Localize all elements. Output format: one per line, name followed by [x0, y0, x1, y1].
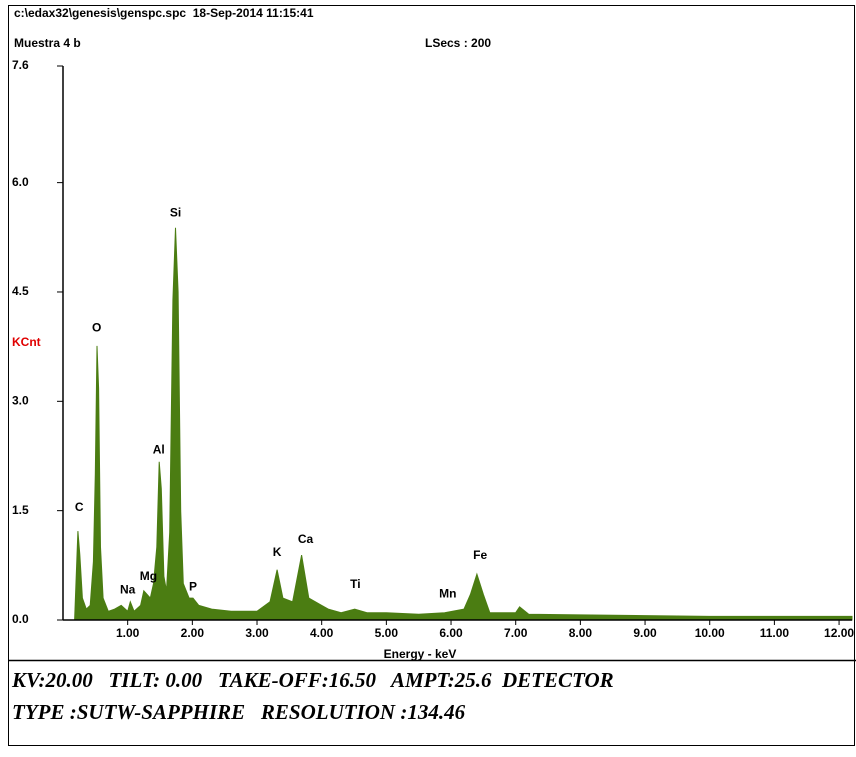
spectrum: [74, 227, 853, 621]
x-tick-label: 5.00: [375, 626, 399, 640]
y-tick-label: 6.0: [12, 175, 29, 189]
x-tick-label: 8.00: [569, 626, 593, 640]
y-tick-label: 1.5: [12, 503, 29, 517]
y-tick-label: 4.5: [12, 284, 29, 298]
x-tick-label: 7.00: [504, 626, 528, 640]
x-tick-label: 12.00: [824, 626, 854, 640]
x-axis-label: Energy - keV: [384, 647, 457, 661]
peak-label: Al: [153, 442, 165, 456]
info-line: TYPE :SUTW-SAPPHIRE RESOLUTION :134.46: [12, 700, 466, 724]
y-tick-label: 3.0: [12, 393, 29, 407]
peak-label: K: [273, 545, 282, 559]
info-line: KV:20.00 TILT: 0.00 TAKE-OFF:16.50 AMPT:…: [11, 668, 614, 692]
sample-name: Muestra 4 b: [14, 36, 81, 50]
x-tick-label: 11.00: [760, 626, 790, 640]
x-tick-label: 10.00: [695, 626, 725, 640]
peak-label: O: [92, 321, 101, 335]
frame: [8, 5, 855, 746]
peak-label: Ca: [298, 532, 314, 546]
x-tick-label: 3.00: [245, 626, 269, 640]
peak-label: Si: [170, 205, 181, 219]
x-tick-label: 9.00: [633, 626, 657, 640]
peak-label: Ti: [350, 577, 360, 591]
peak-label: Mn: [439, 587, 456, 601]
y-tick-label: 0.0: [12, 612, 29, 626]
peak-label: Fe: [473, 548, 487, 562]
x-tick-label: 2.00: [181, 626, 205, 640]
live-time: LSecs : 200: [425, 36, 491, 50]
peak-label: Mg: [140, 569, 157, 583]
peak-label: P: [189, 579, 197, 593]
peak-label: Na: [120, 582, 136, 596]
x-tick-label: 1.00: [116, 626, 140, 640]
chart-title: c:\edax32\genesis\genspc.spc 18-Sep-2014…: [14, 6, 314, 20]
peak-label: C: [75, 500, 84, 514]
y-axis-label: KCnt: [12, 335, 41, 349]
x-tick-label: 4.00: [310, 626, 334, 640]
y-tick-label: 7.6: [12, 58, 29, 72]
x-tick-label: 6.00: [439, 626, 463, 640]
